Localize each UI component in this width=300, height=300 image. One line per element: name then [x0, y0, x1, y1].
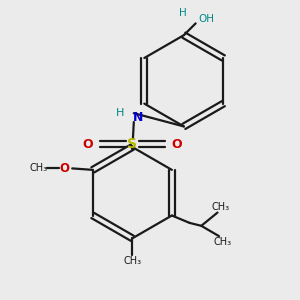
Text: CH₃: CH₃: [212, 202, 230, 212]
Text: O: O: [83, 138, 94, 151]
Text: N: N: [133, 111, 143, 124]
Text: CH₃: CH₃: [29, 163, 47, 172]
Text: O: O: [60, 162, 70, 175]
Text: H: H: [116, 108, 125, 118]
Text: CH₃: CH₃: [123, 256, 141, 266]
Text: S: S: [127, 137, 137, 151]
Text: OH: OH: [198, 14, 214, 24]
Text: H: H: [178, 8, 186, 18]
Text: CH₃: CH₃: [213, 237, 232, 247]
Text: methoxy: methoxy: [50, 168, 56, 169]
Text: O: O: [171, 138, 182, 151]
